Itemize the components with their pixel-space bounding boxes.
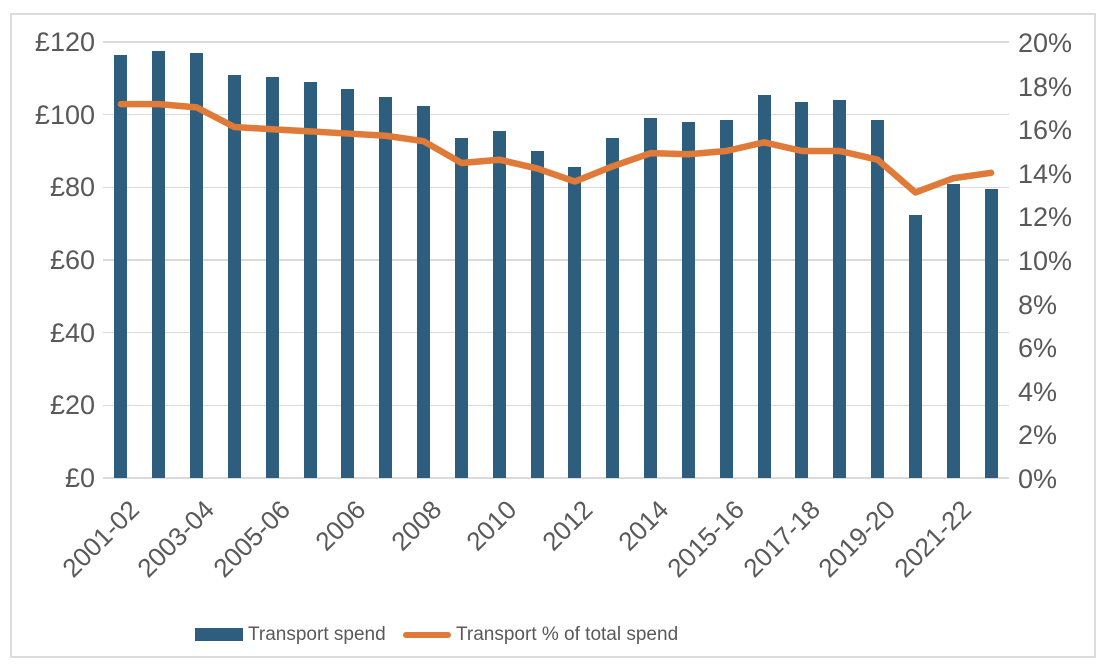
legend-swatch-transport-spend: [195, 628, 243, 641]
right-axis-tick-label: 12%: [1018, 202, 1073, 233]
bar-transport-spend-col-16: [681, 121, 695, 478]
left-axis-tick-label: £20: [49, 390, 95, 421]
left-axis-tick-label: £100: [34, 99, 95, 130]
right-axis-tick-label: 16%: [1018, 115, 1073, 146]
x-axis-line: [103, 477, 1009, 479]
bar-transport-spend-2012: [568, 167, 582, 478]
bar-transport-spend-col-10: [454, 138, 468, 478]
left-axis-tick-label: £80: [49, 172, 95, 203]
right-axis-tick-label: 8%: [1018, 289, 1058, 320]
gridline: [103, 331, 1009, 334]
bar-transport-spend-2021-22: [946, 183, 960, 478]
left-axis-tick-label: £60: [49, 245, 95, 275]
bar-transport-spend-col-14: [606, 138, 620, 478]
bar-transport-spend-2014: [644, 118, 658, 478]
bar-transport-spend-2017-18: [795, 101, 809, 478]
right-axis-tick-label: 14%: [1018, 158, 1073, 189]
left-axis-tick-label: £40: [49, 317, 95, 348]
left-axis-tick-label: £120: [34, 27, 95, 57]
bar-transport-spend-2015-16: [719, 120, 733, 478]
right-axis-tick-label: 18%: [1018, 71, 1073, 102]
legend-label-transport-percent: Transport % of total spend: [456, 624, 679, 645]
gridline: [103, 41, 1009, 43]
chart-border: [10, 13, 1096, 658]
bar-transport-spend-2006: [341, 89, 355, 478]
bar-transport-spend-2008: [417, 105, 431, 478]
bar-transport-spend-col-12: [530, 151, 544, 478]
bar-transport-spend-col-4: [227, 74, 241, 478]
right-axis-tick-label: 4%: [1018, 376, 1058, 407]
bar-transport-spend-2019-20: [871, 120, 885, 478]
bar-transport-spend-2003-04: [190, 52, 204, 478]
right-axis-tick-label: 10%: [1018, 246, 1073, 276]
bar-transport-spend-2001-02: [114, 54, 128, 478]
right-axis-tick-label: 0%: [1018, 464, 1058, 494]
bar-transport-spend-col-8: [379, 96, 393, 478]
bar-transport-spend-2010: [492, 131, 506, 478]
bar-transport-spend-col-20: [833, 100, 847, 478]
bar-transport-spend-col-24: [984, 189, 998, 478]
gridline: [103, 259, 1009, 261]
bar-transport-spend-col-2: [152, 51, 166, 478]
bar-transport-spend-col-22: [908, 214, 922, 478]
left-axis-tick-label: £0: [64, 463, 95, 493]
gridline: [103, 404, 1009, 407]
right-axis-tick-label: 2%: [1018, 420, 1058, 451]
legend-label-transport-spend: Transport spend: [248, 624, 386, 645]
legend-swatch-transport-percent: [403, 632, 451, 638]
right-axis-tick-label: 20%: [1018, 28, 1073, 58]
bar-transport-spend-2005-06: [265, 76, 279, 478]
bar-transport-spend-col-18: [757, 94, 771, 478]
bar-transport-spend-col-6: [303, 81, 317, 478]
right-axis-tick-label: 6%: [1018, 333, 1058, 364]
